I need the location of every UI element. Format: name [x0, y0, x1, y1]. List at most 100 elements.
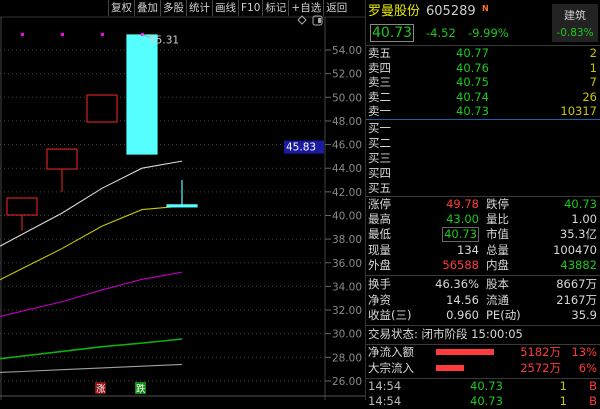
moving-average-line	[0, 160, 183, 247]
last-price: 40.73	[370, 24, 415, 42]
stat-row: 最高 43.00 量比 1.00	[368, 212, 597, 227]
stat-value: 100470	[553, 242, 597, 257]
ask-volume: 26	[582, 89, 597, 104]
stat-row: 换手 46.36% 股本 8667万	[368, 277, 597, 292]
panel-toggle-icon	[312, 15, 323, 26]
stat-value: 49.78	[446, 197, 479, 211]
stock-code: 605289	[426, 4, 476, 19]
stat-label: 股本	[486, 277, 509, 291]
toolbar-button[interactable]: 统计	[186, 0, 212, 16]
stat-label: 收益(三)	[368, 308, 412, 322]
toolbar-button[interactable]: 多股	[160, 0, 186, 16]
stat-label: 市值	[486, 227, 509, 242]
bid-row: 买一	[368, 121, 597, 136]
price-pct: -9.99%	[468, 26, 509, 40]
trading-status: 交易状态: 闭市阶段 15:00:05	[368, 327, 523, 341]
tick-side: B	[589, 394, 597, 408]
ask-price: 40.74	[456, 89, 489, 104]
bid-label: 买二	[368, 136, 391, 150]
bid-label: 买一	[368, 121, 391, 135]
stat-value: 40.73	[564, 197, 597, 211]
candle-body	[166, 204, 198, 208]
candle-body	[126, 34, 158, 155]
stat-label: 总量	[486, 242, 509, 257]
toolbar-button[interactable]: 标记	[262, 0, 288, 16]
candle-body	[86, 94, 118, 123]
stat-row: 净资 14.56 流通 2167万	[368, 293, 597, 308]
stat-label: 最高	[368, 212, 391, 227]
stat-value: 2167万	[556, 292, 597, 307]
bid-row: 买二	[368, 136, 597, 151]
y-tick-label: 44.00	[332, 163, 362, 175]
moving-average-line	[0, 271, 183, 317]
ask-price: 40.77	[456, 46, 489, 60]
tick-time: 14:54	[368, 394, 402, 408]
kline-chart[interactable]: 54.00 52.00 50.00 48.00 46.00 44.00 42.00 40.00…	[0, 0, 365, 400]
y-tick-label: 40.00	[332, 210, 362, 222]
ask-price: 40.76	[456, 60, 489, 75]
toolbar-button[interactable]: +自选	[288, 0, 323, 16]
stat-value: 40.73	[442, 227, 479, 243]
tick-row: 14:54 40.73 1 B	[368, 379, 597, 394]
stock-name: 罗曼股份	[368, 4, 421, 19]
stat-row: 最低 40.73 市值 35.3亿	[368, 227, 597, 243]
toolbar-button[interactable]: 返回	[323, 0, 349, 16]
ask-volume: 10317	[560, 104, 597, 119]
y-tick-label: 42.00	[332, 187, 362, 199]
y-tick-label: 54.00	[332, 45, 362, 57]
y-tick-label: 38.00	[332, 234, 362, 246]
ask-row: 卖一 40.73 10317	[368, 104, 597, 119]
ask-label: 卖五	[368, 46, 391, 60]
ask-label: 卖三	[368, 75, 391, 90]
stat-label: 跌停	[486, 197, 509, 211]
price-change: -4.52	[426, 26, 456, 40]
moving-average-line	[0, 363, 183, 374]
ask-volume: 2	[589, 46, 597, 60]
bid-row: 买三	[368, 151, 597, 166]
bid-label: 买四	[368, 166, 391, 180]
ask-volume: 7	[589, 75, 597, 90]
flow-amount: 2572万	[520, 361, 561, 375]
bid-row: 买五	[368, 181, 597, 196]
ask-label: 卖二	[368, 89, 391, 104]
y-tick-label: 26.00	[332, 376, 362, 388]
stat-label: 量比	[486, 212, 509, 227]
panel-toggle-icon-fill	[318, 18, 321, 23]
stat-label: 净资	[368, 292, 391, 307]
y-tick-label: 28.00	[332, 352, 362, 364]
tick-price: 40.73	[470, 394, 503, 408]
up-marker-bg	[95, 382, 106, 394]
flow-row: 大宗流入 2572万 6%	[368, 361, 597, 376]
flow-pct: 13%	[571, 345, 597, 359]
ask-label: 卖一	[368, 104, 391, 119]
y-tick-label: 34.00	[332, 281, 362, 293]
toolbar-button[interactable]: 叠加	[134, 0, 160, 16]
bid-label: 买五	[368, 181, 391, 195]
down-marker-bg	[135, 382, 146, 394]
toolbar-button[interactable]: 画线	[212, 0, 238, 16]
tick-price: 40.73	[470, 379, 503, 393]
stat-value: 46.36%	[435, 277, 479, 291]
moving-average-line	[0, 338, 183, 360]
toolbar-button[interactable]: 复权	[108, 0, 134, 16]
stat-label: 涨停	[368, 197, 391, 211]
sector-name: 建筑	[564, 9, 586, 22]
stat-label: 外盘	[368, 257, 391, 272]
stat-row: 外盘 56588 内盘 43882	[368, 258, 597, 273]
stat-row: 涨停 49.78 跌停 40.73	[368, 197, 597, 212]
y-tick-label: 48.00	[332, 116, 362, 128]
moving-average-line	[0, 205, 183, 281]
stat-value: 43882	[560, 257, 597, 272]
sector-button[interactable]: 建筑 -0.83%	[552, 4, 598, 42]
toolbar-button[interactable]: F10	[238, 0, 262, 16]
tick-time: 14:54	[368, 379, 402, 393]
stat-label: 流通	[486, 292, 509, 307]
stat-label: 内盘	[486, 257, 509, 272]
current-price-label: 45.83	[286, 142, 316, 154]
sector-pct: -0.83%	[556, 27, 594, 39]
quote-panel: 罗曼股份 605289 N 建筑 -0.83% 40.73 -4.52 -9.9…	[365, 0, 600, 408]
y-tick-label: 52.00	[332, 69, 362, 81]
marker-dot	[101, 33, 104, 36]
up-marker: 涨	[96, 384, 106, 395]
high-arrow	[141, 34, 151, 38]
